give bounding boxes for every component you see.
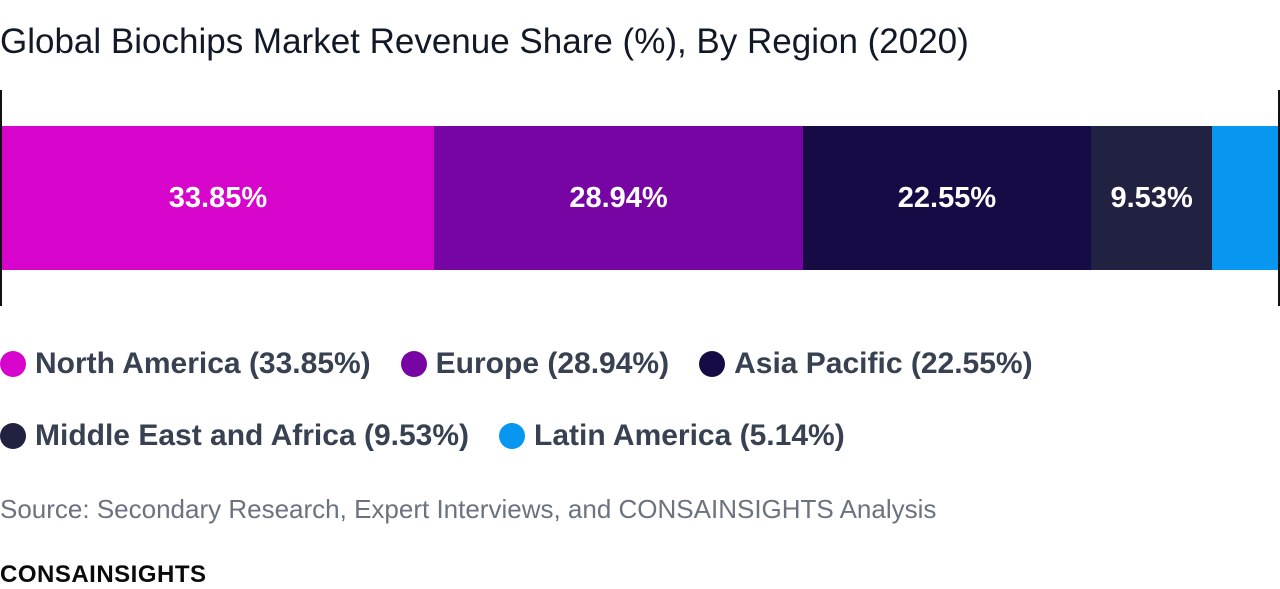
segment-data-label: 28.94% (569, 181, 668, 214)
bar-segment (1212, 126, 1278, 270)
segment-data-label: 33.85% (168, 181, 268, 214)
legend-swatch (499, 423, 526, 449)
bar-segment: 28.94% (433, 126, 804, 270)
legend-row: North America (33.85%) Europe (28.94%) Asi… (0, 340, 1280, 388)
legend-label: North America (33.85%) (35, 347, 371, 380)
legend-row: Middle East and Africa (9.53%) Latin Amer… (0, 412, 1280, 460)
chart-title: Global Biochips Market Revenue Share (%)… (0, 22, 969, 61)
legend-label: Asia Pacific (22.55%) (734, 347, 1033, 380)
legend-item: Latin America (5.14%) (499, 419, 845, 453)
segment-data-label: 9.53% (1110, 181, 1193, 214)
legend-item: Asia Pacific (22.55%) (699, 347, 1033, 381)
legend-item: Middle East and Africa (9.53%) (0, 419, 469, 453)
legend-item: North America (33.85%) (0, 347, 371, 381)
legend-item: Europe (28.94%) (400, 347, 670, 381)
source-note: Source: Secondary Research, Expert Inter… (0, 494, 937, 524)
left-axis-line (0, 90, 2, 306)
legend: North America (33.85%) Europe (28.94%) Asi… (0, 340, 1280, 484)
right-axis-line (1278, 90, 1280, 306)
legend-swatch (699, 351, 726, 377)
legend-swatch (400, 351, 427, 377)
legend-label: Europe (28.94%) (435, 347, 670, 380)
segment-data-label: 22.55% (897, 181, 997, 214)
bar-segment: 9.53% (1090, 126, 1213, 270)
legend-label: Middle East and Africa (9.53%) (35, 419, 470, 452)
stacked-bar: 33.85% 28.94% 22.55% 9.53% (2, 126, 1278, 270)
legend-label: Latin America (5.14%) (534, 419, 845, 452)
stacked-bar-chart: 33.85% 28.94% 22.55% 9.53% (0, 90, 1280, 306)
legend-swatch (0, 423, 26, 449)
legend-swatch (0, 351, 26, 377)
bar-segment: 22.55% (803, 126, 1091, 270)
bar-segment: 33.85% (2, 126, 434, 270)
brand-logo: CONSAINSIGHTS (0, 561, 207, 588)
